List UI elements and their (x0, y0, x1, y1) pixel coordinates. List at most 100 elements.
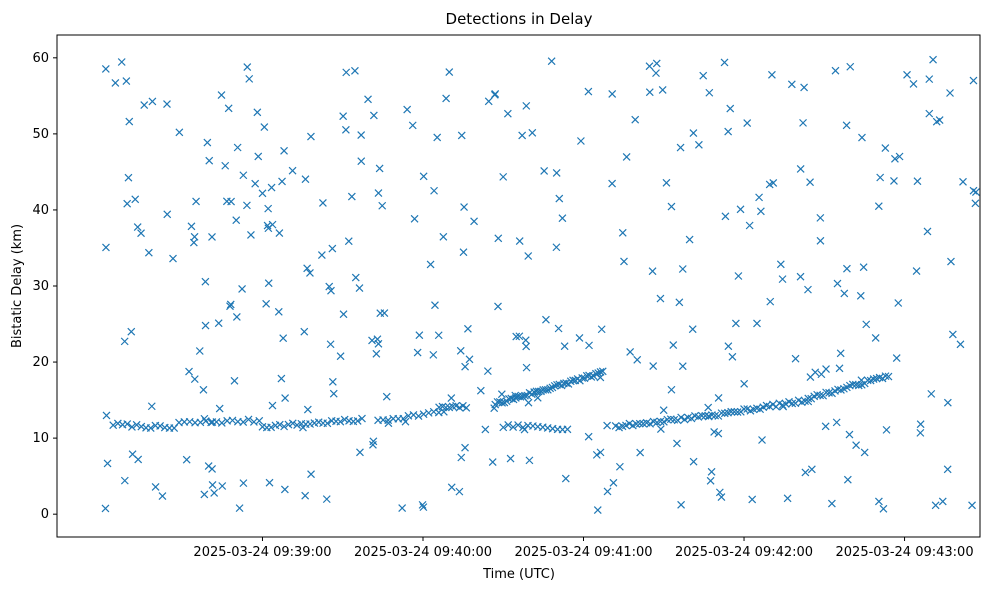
data-point (927, 389, 936, 398)
data-point (662, 178, 671, 187)
data-point (481, 425, 490, 434)
data-point (465, 355, 474, 364)
data-point (103, 459, 112, 468)
data-point (783, 494, 792, 503)
data-point (253, 108, 262, 117)
data-point (488, 458, 497, 467)
data-point (375, 164, 384, 173)
data-point (498, 398, 507, 407)
data-point (971, 199, 980, 208)
data-point (652, 59, 661, 68)
data-point (224, 104, 233, 113)
data-point (101, 64, 110, 73)
data-point (518, 131, 527, 140)
data-point (233, 143, 242, 152)
data-point (821, 422, 830, 431)
data-point (408, 121, 417, 130)
data-point (678, 265, 687, 273)
data-point (275, 229, 284, 237)
data-point (325, 282, 334, 291)
data-point (615, 462, 624, 471)
data-point (328, 377, 337, 386)
data-point (503, 109, 512, 118)
data-point (724, 127, 733, 136)
data-point (190, 375, 199, 384)
x-tick-label: 2025-03-24 09:42:00 (675, 545, 813, 560)
data-point (506, 454, 515, 463)
data-point (528, 128, 537, 137)
data-point (618, 228, 627, 237)
data-point (255, 416, 264, 425)
data-point (134, 455, 143, 464)
data-point (463, 324, 472, 333)
data-point (245, 74, 254, 83)
data-point (835, 364, 844, 373)
data-point (869, 375, 878, 383)
data-point (969, 186, 978, 195)
data-point (608, 179, 617, 188)
data-point (659, 417, 668, 426)
data-point (800, 83, 809, 92)
data-point (779, 402, 788, 411)
data-point (187, 222, 196, 231)
data-point (646, 419, 655, 428)
data-point (862, 320, 871, 329)
data-point (226, 300, 235, 309)
data-point (578, 374, 587, 382)
data-point (677, 500, 686, 509)
data-point (707, 467, 716, 476)
y-tick-label: 60 (32, 51, 49, 66)
data-point (633, 355, 642, 364)
data-point (263, 221, 272, 230)
data-point (267, 183, 276, 192)
data-point (714, 393, 723, 402)
data-point (214, 319, 223, 328)
data-point (483, 367, 492, 376)
data-point (626, 347, 635, 356)
data-point (669, 341, 678, 349)
data-point (347, 192, 356, 201)
data-point (293, 421, 302, 429)
data-point (490, 404, 499, 413)
data-point (720, 58, 729, 67)
data-point (101, 504, 110, 513)
data-point (689, 457, 698, 466)
data-point (704, 403, 713, 412)
data-point (208, 418, 217, 426)
data-point (558, 214, 567, 223)
data-point (938, 497, 947, 506)
data-point (113, 419, 122, 428)
data-point (140, 101, 149, 109)
data-point (956, 340, 965, 349)
data-point (582, 371, 591, 380)
data-point (201, 321, 210, 330)
data-point (117, 58, 126, 66)
data-point (745, 221, 754, 230)
data-point (767, 70, 776, 79)
data-point (560, 342, 569, 351)
data-point (201, 417, 210, 426)
data-point (280, 146, 288, 155)
data-point (461, 443, 469, 452)
data-point (598, 367, 607, 376)
data-point (827, 499, 836, 508)
data-point (447, 483, 456, 492)
data-point (916, 428, 925, 437)
data-point (706, 476, 715, 485)
data-point (522, 363, 531, 372)
data-point (755, 193, 764, 202)
data-point (218, 482, 227, 490)
data-point (239, 479, 248, 488)
data-point (518, 392, 527, 401)
data-point (715, 488, 724, 497)
data-point (169, 254, 177, 263)
data-point (190, 232, 199, 241)
data-point (667, 385, 676, 394)
data-point (806, 373, 815, 381)
data-point (484, 97, 493, 106)
data-point (748, 495, 757, 504)
data-points (101, 55, 980, 514)
data-point (419, 410, 428, 419)
data-point (552, 243, 561, 252)
data-point (555, 380, 564, 389)
